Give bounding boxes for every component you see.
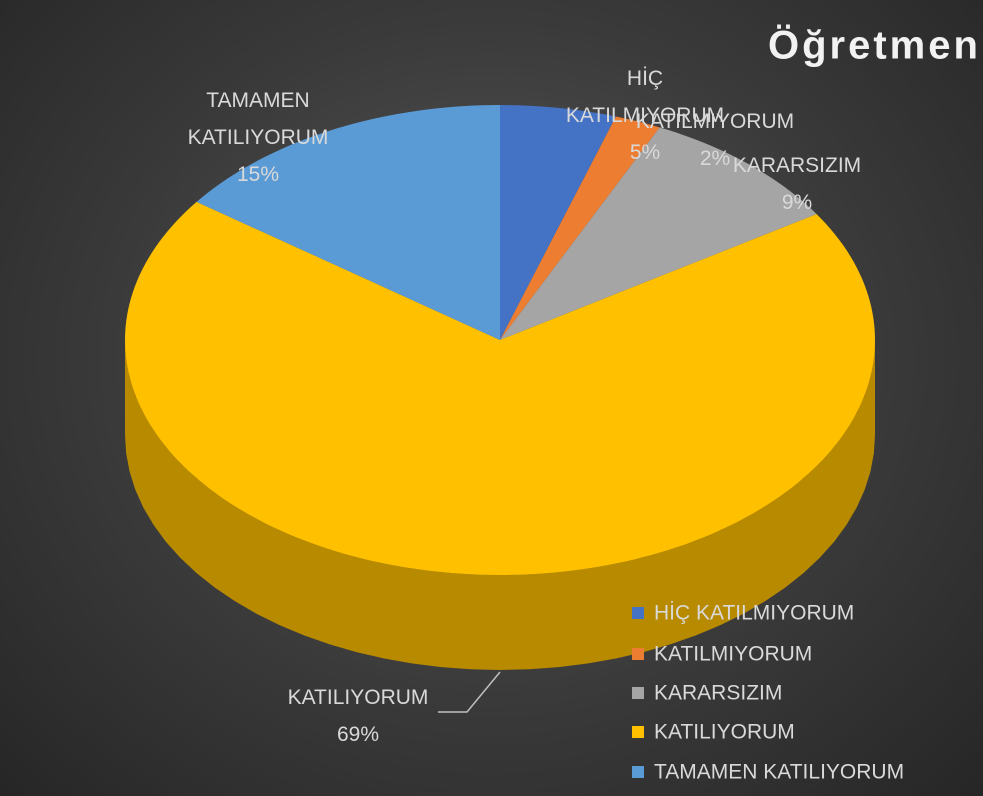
- data-label-value: 5%: [629, 141, 661, 164]
- legend-swatch: [632, 687, 644, 699]
- legend-label: HİÇ KATILMIYORUM: [654, 602, 854, 625]
- data-label-name: KATILIYORUM: [287, 686, 429, 709]
- data-label: KATILMIYORUM 2%: [620, 103, 810, 177]
- data-label-value: 69%: [336, 723, 380, 746]
- data-label: KATILIYORUM 69%: [258, 679, 458, 753]
- chart-title: Öğretmen: [768, 23, 981, 68]
- slice: [500, 127, 817, 340]
- legend-label: KARARSIZIM: [654, 682, 782, 705]
- slice: [125, 201, 875, 575]
- legend-label: KATILMIYORUM: [654, 643, 812, 666]
- data-label-name: KARARSIZIM: [732, 154, 862, 177]
- legend-label: TAMAMEN KATILIYORUM: [654, 761, 904, 784]
- data-label-value: 2%: [699, 147, 731, 170]
- data-label-name: HİÇ KATILMIYORUM: [565, 67, 725, 127]
- legend-swatch: [632, 726, 644, 738]
- data-label: HİÇ KATILMIYORUM 5%: [560, 60, 730, 171]
- slice-side: [125, 340, 875, 670]
- data-label: TAMAMEN KATILIYORUM 15%: [173, 82, 343, 193]
- slice: [500, 116, 660, 341]
- legend-swatch: [632, 766, 644, 778]
- data-label-value: 15%: [236, 163, 280, 186]
- data-label-name: KATILMIYORUM: [635, 110, 795, 133]
- legend-label: KATILIYORUM: [654, 721, 795, 744]
- data-label-value: 9%: [781, 191, 813, 214]
- data-label-name: TAMAMEN KATILIYORUM: [187, 89, 329, 149]
- slice: [196, 105, 500, 340]
- data-label: KARARSIZIM 9%: [712, 147, 882, 221]
- legend-swatch: [632, 607, 644, 619]
- slice: [500, 105, 616, 340]
- legend-swatch: [632, 648, 644, 660]
- leader-line: [438, 671, 501, 713]
